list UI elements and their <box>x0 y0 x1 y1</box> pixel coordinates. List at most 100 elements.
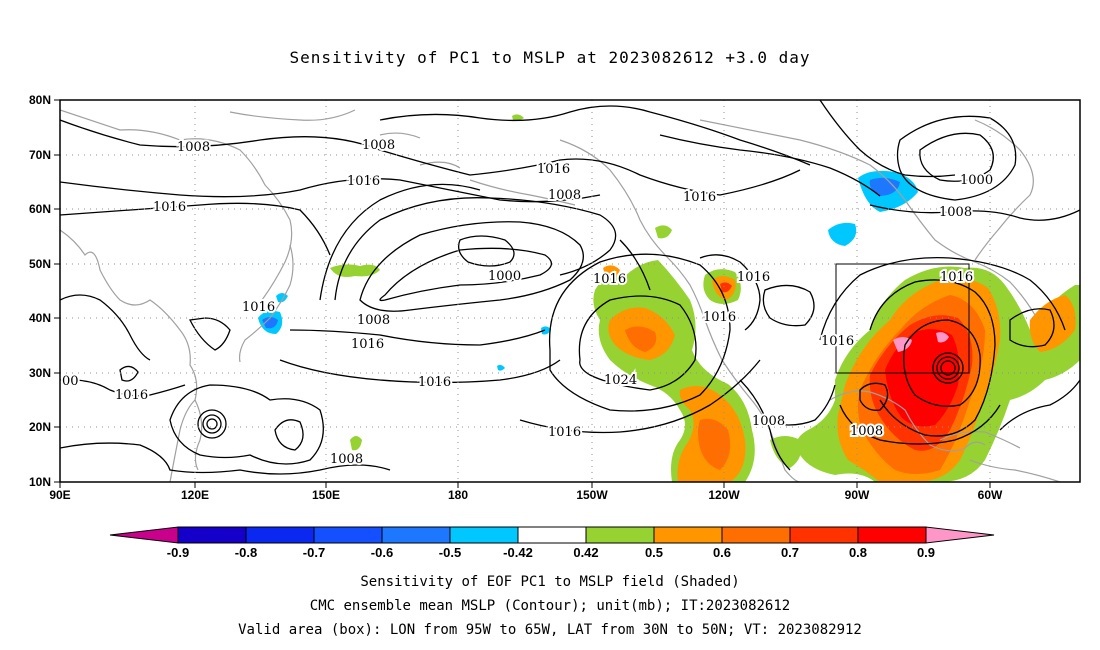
contour-label: 1008 <box>752 414 785 429</box>
isobar-cyclone <box>932 352 964 384</box>
lon-label: 90E <box>49 488 70 502</box>
isobar-low-atlantic <box>903 319 981 407</box>
positive-sensitivity-region <box>625 326 657 352</box>
lat-label: 50N <box>29 257 51 271</box>
coastline-greenland <box>974 119 1034 261</box>
positive-sensitivity-region <box>720 282 732 293</box>
isobar <box>659 134 881 197</box>
contour-label: 1016 <box>683 190 716 205</box>
isobar-cyclone <box>936 356 960 380</box>
colorbar-label: -0.8 <box>235 545 257 560</box>
latitude-labels: 80N 70N 60N 50N 40N 30N 20N 10N <box>29 93 51 489</box>
longitude-labels: 90E 120E 150E 180 150W 120W 90W 60W <box>49 488 1003 502</box>
coastlines <box>60 109 1061 482</box>
positive-sensitivity-region <box>655 225 672 239</box>
coastline-asia <box>60 229 198 482</box>
isobar-tropical-low <box>197 409 227 439</box>
lat-label: 30N <box>29 366 51 380</box>
colorbar-label: 0.5 <box>645 545 663 560</box>
isobar-aleutian-low <box>379 247 552 302</box>
contour-label: 00 <box>62 374 79 389</box>
isobar-low-gulf <box>859 382 889 411</box>
isobar-low-north-atlantic <box>896 115 1017 201</box>
isobar <box>739 379 791 471</box>
colorbar-label: 0.9 <box>917 545 935 560</box>
isobar <box>379 105 811 166</box>
colorbar-cell <box>517 526 587 544</box>
contour-label: 1016 <box>418 375 451 390</box>
isobar-pacific-high <box>578 295 697 391</box>
caption-line-2: CMC ensemble mean MSLP (Contour); unit(m… <box>309 598 791 614</box>
isobar-aleutian-low <box>359 221 584 312</box>
positive-sensitivity-region <box>936 332 949 343</box>
mslp-contours <box>60 100 1080 475</box>
contour-label: 1016 <box>242 300 275 315</box>
contour-label: 1008 <box>548 188 581 203</box>
isobar <box>759 384 836 426</box>
lat-label: 60N <box>29 202 51 216</box>
isobar-tropical-low <box>206 418 218 430</box>
lat-label: 40N <box>29 311 51 325</box>
coastline-alaska <box>559 139 801 482</box>
isobar-aleutian-low <box>334 197 617 301</box>
negative-sensitivity-region <box>541 326 551 335</box>
isobar-pacific-high <box>548 253 731 412</box>
colorbar-label: 0.8 <box>849 545 867 560</box>
coastline-aleutians <box>469 179 576 206</box>
isobar <box>819 100 956 178</box>
isobar <box>60 379 186 397</box>
isobar <box>519 359 761 434</box>
lon-label: 150E <box>312 488 340 502</box>
contour-label: 1016 <box>347 174 380 189</box>
contour-label: 1016 <box>737 270 770 285</box>
lon-label: 60W <box>978 488 1003 502</box>
isobar <box>999 379 1080 431</box>
lat-label: 10N <box>29 475 51 489</box>
isobar <box>60 442 391 475</box>
contour-label: 1008 <box>850 424 883 439</box>
coastline-arctic <box>229 109 461 169</box>
contour-label: 1016 <box>115 388 148 403</box>
isobar <box>762 284 815 327</box>
coastline-asia <box>60 109 293 301</box>
negative-sensitivity-region <box>497 364 505 371</box>
isobar-aleutian-low <box>457 235 515 267</box>
isobar <box>279 359 561 384</box>
lat-label: 80N <box>29 93 51 107</box>
contour-label: 1008 <box>939 205 972 220</box>
lon-label: 90W <box>845 488 870 502</box>
isobar <box>169 384 324 465</box>
colorbar-label: -0.6 <box>371 545 393 560</box>
isobar-low-north-atlantic <box>919 132 994 182</box>
isobar <box>60 178 601 203</box>
lon-label: 120E <box>181 488 209 502</box>
contour-labels: 1008 1008 1016 1016 1016 1008 1000 1016 … <box>60 136 995 469</box>
isobar <box>119 365 139 382</box>
colorbar-label: 0.42 <box>573 545 598 560</box>
colorbar-cell <box>721 526 791 544</box>
lon-label: 180 <box>448 488 468 502</box>
colorbar-label: -0.9 <box>167 545 189 560</box>
isobar <box>699 254 761 331</box>
colorbar-cell <box>789 526 859 544</box>
colorbar-label: -0.7 <box>303 545 325 560</box>
contour-label: 1008 <box>362 138 395 153</box>
colorbar-cell <box>653 526 723 544</box>
isobar <box>60 119 801 196</box>
valid-area-box <box>835 263 970 374</box>
lon-label: 120W <box>708 488 740 502</box>
contour-label: 1016 <box>351 337 384 352</box>
caption-line-3: Valid area (box): LON from 95W to 65W, L… <box>238 622 862 638</box>
isobar-aleutian-low <box>319 183 481 301</box>
isobar-tropical-low <box>202 414 222 434</box>
negative-sensitivity-region <box>262 317 278 329</box>
lat-label: 70N <box>29 148 51 162</box>
contour-label: 1008 <box>330 452 363 467</box>
coastline-gulf <box>829 390 986 452</box>
graticule <box>60 100 1080 482</box>
colorbar-end-high <box>925 526 995 544</box>
contour-label: 1016 <box>940 270 973 285</box>
isobar-tropical-low <box>274 419 304 451</box>
isobar <box>60 294 151 361</box>
